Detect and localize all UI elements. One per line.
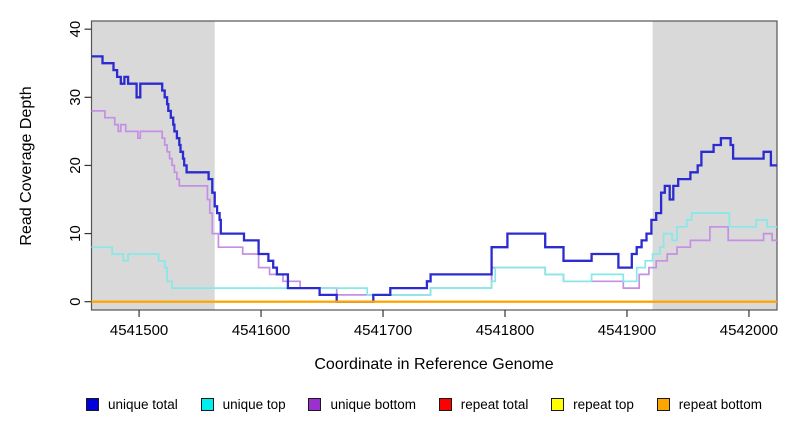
legend-swatch-repeat-bottom [656,398,670,412]
legend: unique total unique top unique bottom re… [86,398,762,412]
x-tick-label: 4542000 [720,322,778,339]
legend-label-repeat-top: repeat top [573,397,634,412]
axes-ticks-and-labels: 4541500 4541600 4541700 4541800 4541900 45420… [67,21,778,339]
series-line-unique-total [91,55,777,303]
coverage-plot-canvas: 4541500 4541600 4541700 4541800 4541900 45420… [18,20,778,373]
y-axis-title: Read Coverage Depth [18,86,35,245]
legend-label-unique-top: unique top [222,397,286,412]
legend-swatch-unique-top [200,398,214,412]
legend-swatch-repeat-top [551,398,565,412]
y-tick-label: 30 [67,89,84,106]
y-tick-label: 0 [67,298,84,306]
shaded-region [91,21,215,310]
x-tick-label: 4541900 [598,322,656,339]
legend-item-repeat-top: repeat top [551,398,634,412]
series-line-unique-bottom [91,110,777,296]
y-tick-label: 20 [67,157,84,174]
y-tick-label: 40 [67,21,84,38]
series-line-unique-top [91,212,777,296]
shaded-region [652,21,777,310]
legend-item-unique-bottom: unique bottom [308,398,416,412]
x-axis-title: Coordinate in Reference Genome [314,356,553,373]
x-tick-label: 4541500 [110,322,168,339]
legend-swatch-unique-bottom [308,398,322,412]
legend-label-unique-total: unique total [108,397,178,412]
legend-item-repeat-bottom: repeat bottom [656,397,762,412]
legend-label-unique-bottom: unique bottom [330,397,416,412]
x-tick-label: 4541800 [476,322,534,339]
x-tick-label: 4541700 [354,322,412,339]
y-tick-label: 10 [67,225,84,242]
legend-label-repeat-total: repeat total [460,397,529,412]
coverage-step-lines [91,55,777,303]
legend-item-unique-top: unique top [200,397,286,412]
legend-swatch-unique-total [86,398,99,412]
legend-swatch-repeat-total [438,398,452,412]
legend-item-repeat-total: repeat total [438,397,529,412]
legend-item-unique-total: unique total [86,398,178,412]
legend-label-repeat-bottom: repeat bottom [678,397,762,412]
shaded-repeat-regions [91,21,777,310]
x-tick-label: 4541600 [232,322,290,339]
